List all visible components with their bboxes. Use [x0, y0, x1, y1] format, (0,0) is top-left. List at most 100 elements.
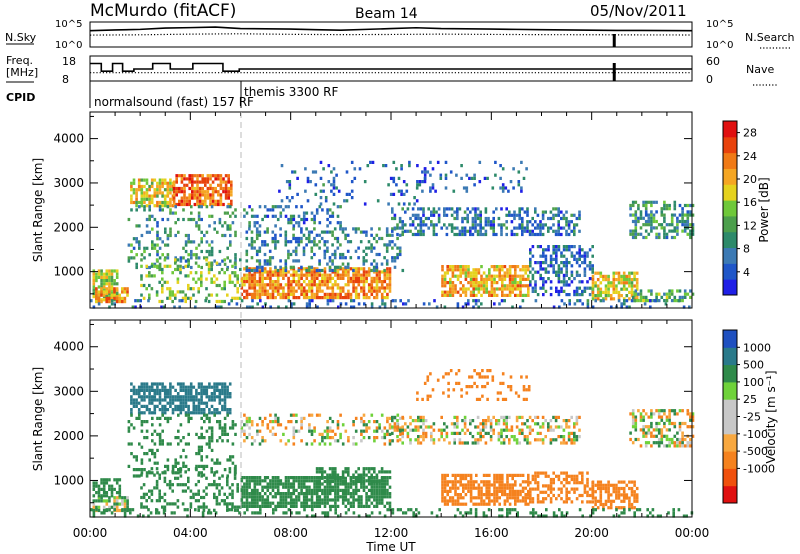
heatmap-cell — [269, 485, 272, 489]
heatmap-cell — [464, 293, 468, 297]
heatmap-cell — [676, 219, 679, 224]
heatmap-cell — [234, 423, 237, 427]
heatmap-cell — [517, 394, 521, 398]
heatmap-cell — [501, 186, 505, 190]
heatmap-cell — [258, 233, 262, 237]
heatmap-cell — [501, 277, 504, 281]
heatmap-cell — [156, 184, 159, 189]
noise-plot — [89, 26, 693, 47]
heatmap-cell — [391, 227, 394, 231]
heatmap-cell — [567, 232, 571, 237]
heatmap-cell — [130, 184, 133, 189]
heatmap-cell — [486, 369, 489, 373]
heatmap-cell — [292, 302, 296, 306]
heatmap-cell — [612, 274, 616, 278]
heatmap-cell — [145, 224, 149, 228]
heatmap-cell — [475, 268, 478, 272]
heatmap-cell — [287, 439, 290, 443]
heatmap-cell — [362, 280, 366, 284]
heatmap-cell — [635, 281, 639, 285]
heatmap-cell — [179, 395, 183, 399]
heatmap-cell — [634, 216, 638, 220]
heatmap-cell — [375, 485, 379, 489]
heatmap-cell — [271, 476, 275, 480]
heatmap-cell — [547, 226, 550, 230]
heatmap-cell — [660, 295, 664, 299]
heatmap-cell — [243, 413, 246, 417]
heatmap-cell — [292, 296, 296, 300]
heatmap-cell — [158, 495, 161, 500]
heatmap-cell — [562, 277, 566, 281]
heatmap-cell — [197, 224, 201, 228]
heatmap-cell — [182, 395, 185, 399]
heatmap-cell — [161, 385, 164, 389]
heatmap-cell — [236, 290, 239, 294]
heatmap-cell — [145, 264, 148, 268]
heatmap-cell — [266, 276, 270, 280]
heatmap-cell — [663, 207, 666, 211]
heatmap-cell — [180, 196, 184, 200]
heatmap-cell — [331, 268, 334, 273]
heatmap-cell — [123, 296, 127, 300]
heatmap-cell — [459, 496, 462, 500]
heatmap-cell — [217, 193, 220, 197]
heatmap-cell — [143, 392, 146, 396]
heatmap-cell — [524, 293, 527, 297]
heatmap-cell — [635, 297, 639, 301]
heatmap-cell — [503, 287, 507, 291]
heatmap-cell — [240, 292, 244, 296]
heatmap-cell — [401, 220, 404, 224]
heatmap-cell — [302, 296, 306, 300]
heatmap-cell — [650, 223, 653, 227]
heatmap-cell — [388, 442, 392, 446]
heatmap-cell — [334, 439, 337, 443]
heatmap-cell — [95, 296, 98, 300]
heatmap-cell — [367, 476, 371, 480]
heatmap-cell — [321, 473, 324, 477]
heatmap-cell — [145, 188, 149, 192]
heatmap-cell — [253, 495, 257, 499]
heatmap-cell — [347, 289, 350, 293]
heatmap-cell — [362, 476, 366, 480]
heatmap-cell — [478, 375, 482, 379]
heatmap-cell — [181, 299, 184, 303]
heatmap-cell — [245, 479, 249, 483]
heatmap-cell — [308, 413, 311, 417]
heatmap-cell — [474, 302, 478, 306]
heatmap-cell — [469, 277, 473, 281]
heatmap-cell — [250, 501, 254, 505]
heatmap-cell — [161, 408, 164, 412]
heatmap-cell — [276, 280, 280, 284]
heatmap-cell — [568, 293, 571, 297]
heatmap-cell — [518, 216, 521, 221]
heatmap-cell — [389, 192, 393, 196]
heatmap-cell — [650, 210, 653, 214]
heatmap-cell — [349, 501, 353, 505]
heatmap-cell — [195, 404, 198, 408]
heatmap-cell — [328, 265, 332, 269]
heatmap-cell — [210, 411, 214, 415]
heatmap-cell — [213, 508, 216, 512]
heatmap-cell — [417, 425, 420, 429]
heatmap-cell — [210, 470, 213, 474]
heatmap-cell — [187, 432, 190, 436]
heatmap-cell — [562, 248, 566, 252]
heatmap-cell — [557, 223, 560, 227]
heatmap-cell — [386, 273, 389, 277]
heatmap-cell — [130, 194, 133, 198]
heatmap-cell — [462, 486, 465, 490]
heatmap-cell — [163, 395, 167, 399]
heatmap-cell — [642, 295, 645, 299]
heatmap-cell — [607, 278, 610, 282]
heatmap-cell — [269, 420, 272, 424]
heatmap-cell — [480, 302, 483, 306]
heatmap-cell — [490, 277, 494, 281]
heatmap-cell — [174, 476, 177, 480]
heatmap-cell — [200, 455, 203, 459]
heatmap-cell — [360, 416, 363, 420]
heatmap-cell — [334, 501, 337, 505]
heatmap-cell — [179, 256, 183, 260]
heatmap-cell — [313, 501, 316, 505]
heatmap-cell — [309, 180, 312, 184]
heatmap-cell — [113, 282, 116, 286]
